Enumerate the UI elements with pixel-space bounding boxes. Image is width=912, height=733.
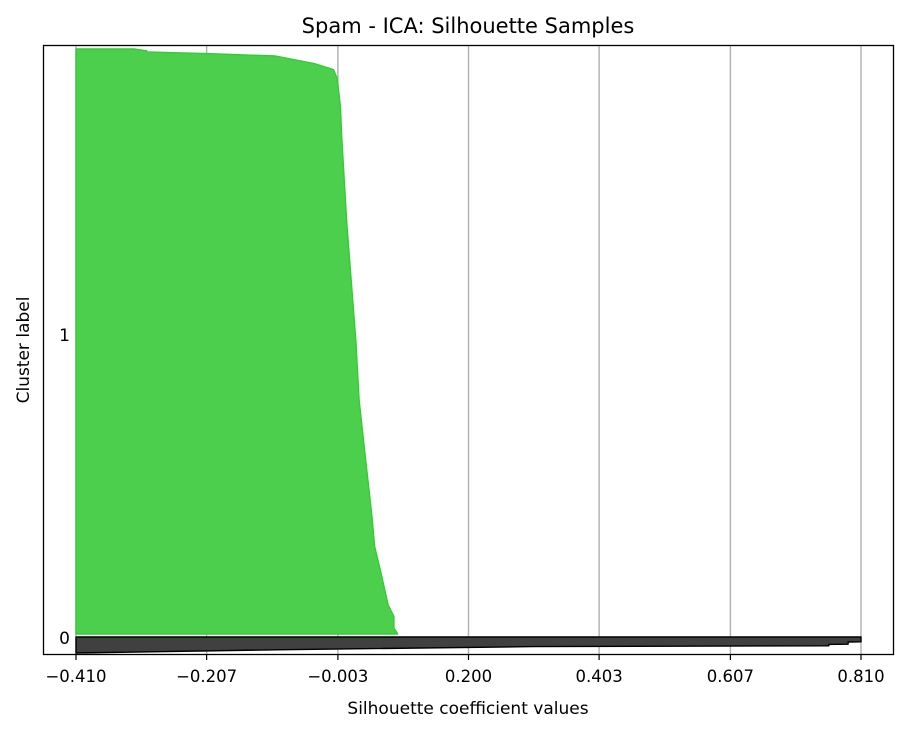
cluster-fills [75,48,862,654]
cluster-0-silhouette [75,636,862,654]
cluster-labels: 01 [59,326,70,649]
x-axis-label: Silhouette coefficient values [347,699,588,719]
x-tick-label: 0.200 [445,667,492,686]
x-tick-label: −0.410 [45,667,106,686]
x-tick-label: −0.207 [176,667,237,686]
y-axis-label: Cluster label [14,297,34,404]
x-tick-label: 0.810 [837,667,884,686]
cluster-1-silhouette [75,48,399,635]
x-axis-ticks: −0.410 −0.207 −0.003 0.200 0.403 0.607 0.810 [45,654,885,686]
cluster-label-0: 0 [59,629,70,649]
cluster-label-1: 1 [59,326,70,346]
x-tick-label: −0.003 [307,667,368,686]
x-tick-label: 0.607 [707,667,754,686]
chart-title: Spam - ICA: Silhouette Samples [302,14,635,38]
x-tick-label: 0.403 [575,667,622,686]
